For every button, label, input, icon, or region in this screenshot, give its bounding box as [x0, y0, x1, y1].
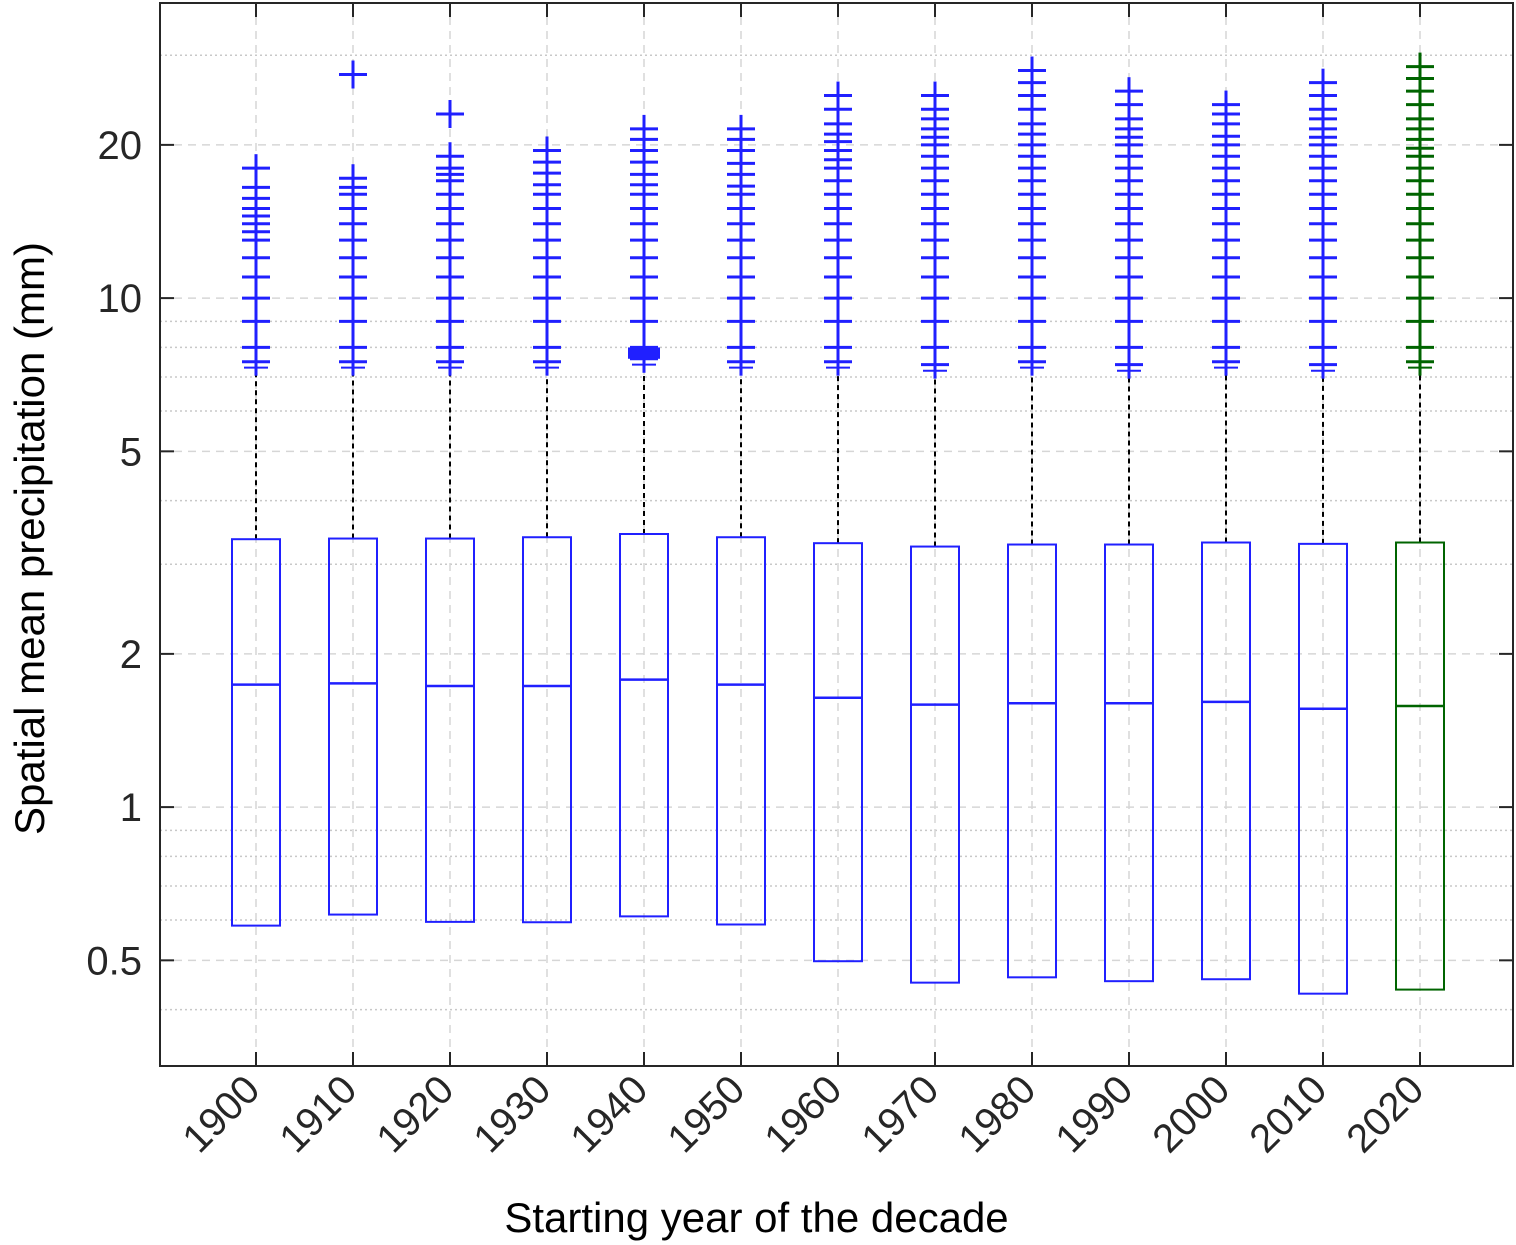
- box-1900: [231, 154, 281, 927]
- y-tick-label: 10: [98, 277, 143, 321]
- outlier-marker: [1115, 333, 1143, 362]
- box-2010: [1298, 68, 1348, 995]
- outlier-marker: [339, 60, 367, 89]
- y-axis-tick-labels: 0.5 1 2 5 10 20: [86, 124, 142, 983]
- x-axis-label: Starting year of the decade: [504, 1194, 1008, 1241]
- box-1930: [522, 136, 572, 924]
- y-tick-label: 5: [120, 430, 142, 474]
- iqr-box-1950: [716, 536, 766, 926]
- box-1950: [716, 114, 766, 926]
- iqr-box-1940: [619, 532, 669, 918]
- box-1980: [1007, 56, 1057, 979]
- outlier-marker: [242, 333, 270, 362]
- iqr-box-2010: [1298, 542, 1348, 995]
- box-1970: [910, 81, 960, 984]
- outlier-marker: [436, 333, 464, 362]
- iqr-box-1910: [328, 537, 378, 916]
- outlier-marker: [630, 333, 658, 362]
- iqr-box-1900: [231, 538, 281, 927]
- outlier-marker: [436, 99, 464, 128]
- outlier-marker: [339, 333, 367, 362]
- outlier-marker: [727, 114, 755, 143]
- outlier-marker: [824, 333, 852, 362]
- box-1910: [328, 60, 378, 916]
- iqr-box-2000: [1201, 541, 1251, 981]
- outlier-marker: [533, 136, 561, 165]
- iqr-box-1920: [425, 537, 475, 923]
- outlier-marker: [533, 333, 561, 362]
- iqr-box-1960: [813, 542, 863, 963]
- iqr-box-1930: [522, 536, 572, 924]
- box-1940: [619, 114, 669, 918]
- y-tick-label: 20: [98, 124, 143, 168]
- outlier-marker: [1309, 333, 1337, 362]
- outlier-marker: [921, 333, 949, 362]
- outlier-marker: [339, 164, 367, 193]
- box-1990: [1104, 77, 1154, 983]
- axis-ticks: [160, 3, 1513, 1066]
- box-1960: [813, 81, 863, 963]
- box-2020: [1395, 52, 1445, 991]
- outlier-marker: [1212, 90, 1240, 119]
- outlier-marker: [630, 114, 658, 143]
- outlier-marker: [1018, 333, 1046, 362]
- plot-area-frame: [159, 2, 1514, 1067]
- outlier-marker: [1212, 333, 1240, 362]
- outlier-marker: [1406, 333, 1434, 362]
- y-tick-label: 2: [120, 633, 142, 677]
- iqr-box-1990: [1104, 543, 1154, 983]
- y-tick-label: 0.5: [86, 939, 142, 983]
- iqr-box-1980: [1007, 543, 1057, 979]
- box-series: [231, 52, 1445, 995]
- iqr-box-2020: [1395, 541, 1445, 991]
- y-axis-label: Spatial mean precipitation (mm): [6, 242, 53, 835]
- iqr-box-1970: [910, 545, 960, 984]
- outlier-marker: [1309, 68, 1337, 97]
- outlier-marker: [824, 81, 852, 110]
- outlier-marker: [1115, 77, 1143, 106]
- outlier-marker: [1018, 56, 1046, 85]
- box-2000: [1201, 90, 1251, 981]
- outlier-marker: [436, 142, 464, 171]
- outlier-marker: [727, 333, 755, 362]
- box-1920: [425, 99, 475, 923]
- outlier-marker: [921, 81, 949, 110]
- outlier-marker: [1406, 52, 1434, 81]
- y-tick-label: 1: [120, 786, 142, 830]
- outlier-marker: [242, 154, 270, 183]
